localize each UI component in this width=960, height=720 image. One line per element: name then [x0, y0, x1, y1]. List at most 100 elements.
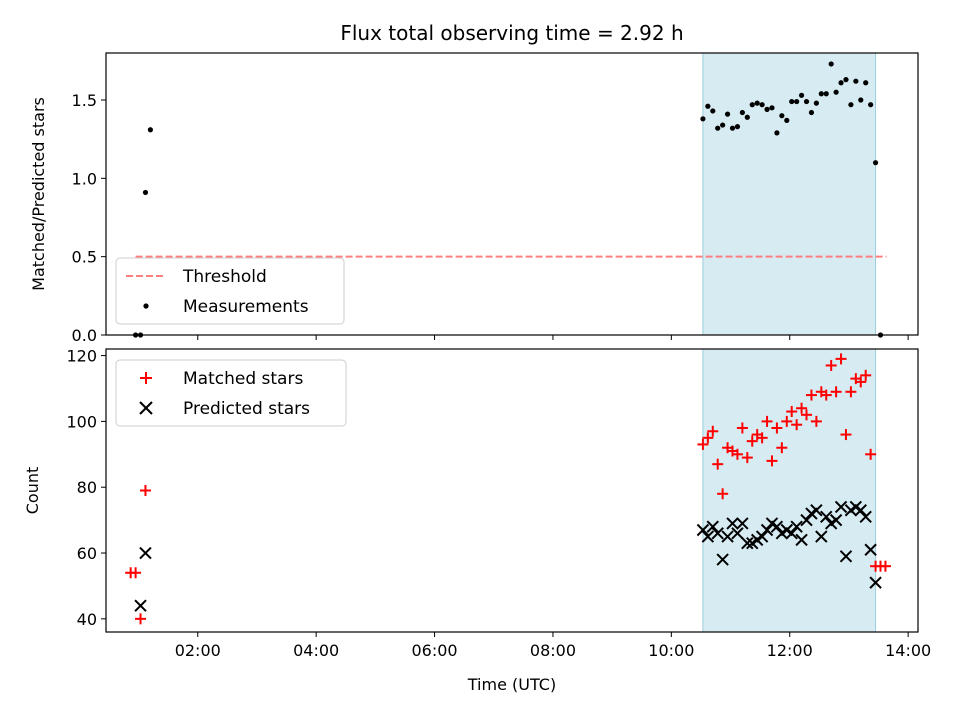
- top-panel-marks: [132, 61, 887, 338]
- matched-stars-point: [810, 415, 822, 427]
- measurements-legend-label: Measurements: [183, 297, 309, 317]
- matched-stars-point: [746, 435, 758, 447]
- predicted-stars-point: [859, 510, 872, 524]
- y-tick-label: 40: [77, 610, 97, 629]
- bottom-panel: 02:00 04:00 06:00 08:00 10:00 12:00 14:00 40 60…: [23, 347, 931, 694]
- bottom-y-axis-label: Count: [23, 467, 42, 515]
- predicted-stars-point: [800, 513, 813, 527]
- predicted-stars-point: [869, 576, 882, 589]
- matched-stars-point: [139, 485, 151, 496]
- top-y-ticks: 0.0 0.5 1.0 1.5: [72, 91, 106, 345]
- predicted-stars-point: [139, 546, 152, 560]
- predicted-stars-legend-label: Predicted stars: [183, 399, 310, 419]
- predicted-stars-point: [795, 533, 808, 547]
- predicted-stars-point: [741, 536, 754, 550]
- matched-stars-point: [830, 386, 842, 398]
- x-tick-label: 08:00: [530, 641, 576, 660]
- matched-stars-point: [805, 389, 817, 401]
- bottom-panel-marks: [125, 353, 891, 625]
- matched-stars-point: [712, 458, 724, 470]
- figure-title: Flux total observing time = 2.92 h: [340, 21, 683, 45]
- x-tick-label: 12:00: [767, 641, 813, 660]
- bottom-legend-box: [115, 359, 347, 427]
- measurement-point: [700, 116, 706, 122]
- top-legend-box: [115, 257, 345, 325]
- predicted-stars-point: [731, 527, 744, 540]
- y-tick-label: 1.0: [72, 169, 97, 188]
- predicted-stars-point: [721, 530, 734, 543]
- measurement-point: [754, 100, 760, 106]
- predicted-stars-point: [815, 530, 828, 543]
- predicted-stars-point: [834, 500, 848, 514]
- measurement-point: [784, 117, 790, 123]
- x-tick-label: 06:00: [411, 641, 457, 660]
- measurements-legend-swatch: [143, 303, 149, 309]
- matched-stars-point: [756, 432, 768, 444]
- measurement-point: [724, 111, 731, 117]
- matched-stars-point: [717, 488, 729, 500]
- predicted-stars-point: [755, 530, 769, 543]
- measurement-point: [715, 125, 721, 131]
- matched-stars-point: [820, 389, 832, 401]
- measurement-point: [798, 92, 805, 98]
- measurement-point: [147, 127, 153, 133]
- x-axis-label: Time (UTC): [467, 675, 556, 694]
- measurement-point: [779, 113, 785, 119]
- matched-stars-point: [766, 455, 778, 467]
- measurement-point: [872, 160, 879, 166]
- measurement-point: [803, 98, 810, 105]
- measurement-point: [853, 78, 859, 84]
- measurement-point: [749, 102, 755, 108]
- predicted-stars-point: [790, 520, 803, 533]
- y-tick-label: 1.5: [72, 91, 97, 110]
- matched-stars-point: [731, 448, 743, 460]
- matched-stars-point: [697, 438, 709, 450]
- matched-stars-point: [776, 442, 788, 454]
- predicted-stars-point: [760, 523, 774, 537]
- observing-interval-shade: [702, 348, 877, 633]
- matched-stars-point: [845, 386, 857, 398]
- predicted-stars-point: [134, 599, 147, 612]
- measurement-point: [858, 97, 864, 103]
- observing-interval-shade: [702, 52, 877, 336]
- measurement-point: [729, 125, 736, 131]
- bottom-x-ticks: 02:00 04:00 06:00 08:00 10:00 12:00 14:00: [175, 632, 931, 660]
- top-y-axis-label: Matched/Predicted stars: [29, 97, 48, 291]
- matched-stars-point: [796, 402, 808, 414]
- bottom-legend: Matched stars Predicted stars: [115, 359, 347, 427]
- y-tick-label: 60: [77, 544, 97, 563]
- bottom-y-ticks: 40 60 80 100 120: [66, 347, 106, 629]
- matched-stars-point: [707, 425, 719, 437]
- measurement-point: [868, 102, 874, 108]
- matched-stars-point: [702, 432, 714, 444]
- predicted-stars-point: [711, 527, 724, 540]
- predicted-stars-point: [864, 543, 877, 556]
- y-tick-label: 0.0: [72, 326, 97, 345]
- predicted-stars-point: [820, 510, 833, 524]
- predicted-stars-point: [736, 517, 749, 530]
- measurement-point: [720, 122, 726, 128]
- matched-stars-point: [835, 353, 847, 365]
- measurement-point: [142, 189, 149, 196]
- bottom-plot-frame: [105, 348, 919, 633]
- predicted-stars-point: [839, 550, 853, 563]
- matched-stars-point: [865, 448, 877, 460]
- matched-stars-legend-label: Matched stars: [183, 369, 303, 389]
- measurement-point: [739, 109, 745, 116]
- measurement-point: [769, 105, 775, 111]
- matched-stars-point: [761, 415, 773, 427]
- measurement-point: [818, 91, 824, 97]
- predicted-stars-point: [770, 520, 784, 533]
- predicted-stars-point: [701, 530, 715, 543]
- matched-stars-point: [741, 452, 753, 464]
- measurement-point: [838, 80, 844, 86]
- measurement-point: [813, 100, 819, 106]
- measurement-point: [828, 61, 834, 67]
- matched-stars-legend-swatch: [140, 372, 152, 384]
- predicted-stars-point: [785, 527, 798, 540]
- y-tick-label: 120: [66, 347, 97, 366]
- measurement-point: [744, 114, 750, 120]
- matched-stars-point: [840, 429, 852, 441]
- matched-stars-point: [825, 359, 837, 371]
